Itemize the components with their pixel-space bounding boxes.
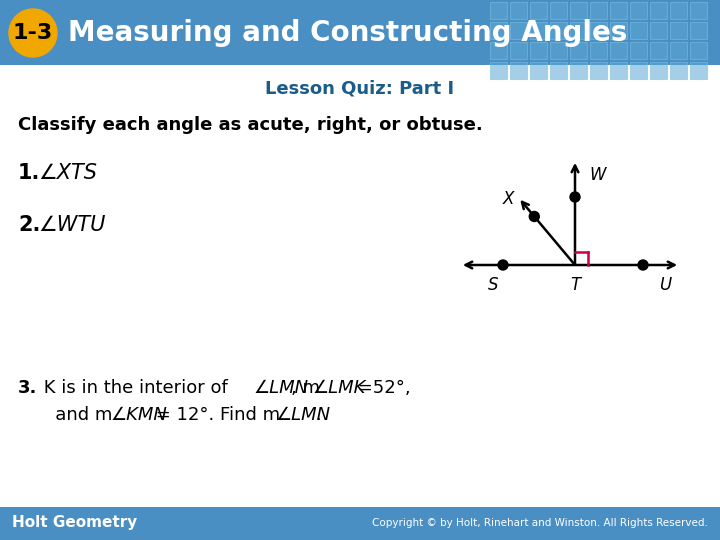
Bar xyxy=(670,22,687,39)
Text: ∠KMN: ∠KMN xyxy=(110,406,167,424)
Bar xyxy=(650,62,667,79)
Bar xyxy=(550,22,567,39)
Text: ∠XTS: ∠XTS xyxy=(38,163,97,183)
Bar xyxy=(550,42,567,59)
Bar xyxy=(650,22,667,39)
Text: ∠LMK: ∠LMK xyxy=(312,379,365,397)
Bar xyxy=(530,2,547,19)
Text: Lesson Quiz: Part I: Lesson Quiz: Part I xyxy=(266,79,454,97)
Bar xyxy=(610,22,627,39)
Text: S: S xyxy=(487,276,498,294)
Bar xyxy=(510,62,527,79)
Bar xyxy=(670,2,687,19)
Bar xyxy=(610,42,627,59)
Bar xyxy=(630,42,647,59)
Text: Holt Geometry: Holt Geometry xyxy=(12,516,138,530)
Text: 2.: 2. xyxy=(18,215,40,235)
Bar xyxy=(590,22,607,39)
Bar xyxy=(670,42,687,59)
Bar xyxy=(490,62,507,79)
Text: K is in the interior of: K is in the interior of xyxy=(38,379,233,397)
Text: = 12°. Find m: = 12°. Find m xyxy=(150,406,280,424)
Circle shape xyxy=(9,9,57,57)
Bar xyxy=(490,22,507,39)
Text: X: X xyxy=(503,191,514,208)
Bar xyxy=(590,62,607,79)
Bar xyxy=(690,42,707,59)
Bar xyxy=(690,22,707,39)
Text: and m: and m xyxy=(38,406,112,424)
Bar xyxy=(550,62,567,79)
Text: W: W xyxy=(589,166,606,184)
Text: ∠WTU: ∠WTU xyxy=(38,215,105,235)
Bar xyxy=(510,2,527,19)
Bar xyxy=(510,42,527,59)
Text: 3.: 3. xyxy=(18,379,37,397)
Text: Copyright © by Holt, Rinehart and Winston. All Rights Reserved.: Copyright © by Holt, Rinehart and Winsto… xyxy=(372,518,708,528)
Bar xyxy=(570,2,587,19)
Bar xyxy=(530,62,547,79)
Bar xyxy=(610,2,627,19)
Text: =52°,: =52°, xyxy=(352,379,410,397)
Bar xyxy=(590,2,607,19)
Bar xyxy=(590,42,607,59)
Text: U: U xyxy=(659,276,671,294)
Bar xyxy=(670,62,687,79)
Bar xyxy=(550,2,567,19)
Text: Classify each angle as acute, right, or obtuse.: Classify each angle as acute, right, or … xyxy=(18,116,482,134)
Bar xyxy=(690,62,707,79)
Text: T: T xyxy=(570,276,580,294)
Bar xyxy=(490,42,507,59)
Text: .: . xyxy=(315,406,320,424)
Bar xyxy=(490,2,507,19)
Text: Measuring and Constructing Angles: Measuring and Constructing Angles xyxy=(68,19,627,47)
Bar xyxy=(570,42,587,59)
Bar xyxy=(530,22,547,39)
Bar xyxy=(650,2,667,19)
Text: ∠LMN: ∠LMN xyxy=(275,406,330,424)
Bar xyxy=(650,42,667,59)
Bar xyxy=(610,62,627,79)
Bar xyxy=(570,62,587,79)
Circle shape xyxy=(570,192,580,202)
Bar xyxy=(630,2,647,19)
Text: , m: , m xyxy=(291,379,320,397)
Circle shape xyxy=(638,260,648,270)
Bar xyxy=(630,22,647,39)
Text: 1-3: 1-3 xyxy=(13,23,53,43)
Text: 1.: 1. xyxy=(18,163,40,183)
Circle shape xyxy=(498,260,508,270)
Bar xyxy=(0,507,720,540)
Circle shape xyxy=(529,212,539,221)
Bar xyxy=(570,22,587,39)
Bar xyxy=(0,0,720,65)
Text: ∠LMN: ∠LMN xyxy=(253,379,308,397)
Bar xyxy=(630,62,647,79)
Bar xyxy=(530,42,547,59)
Bar xyxy=(690,2,707,19)
Bar xyxy=(510,22,527,39)
